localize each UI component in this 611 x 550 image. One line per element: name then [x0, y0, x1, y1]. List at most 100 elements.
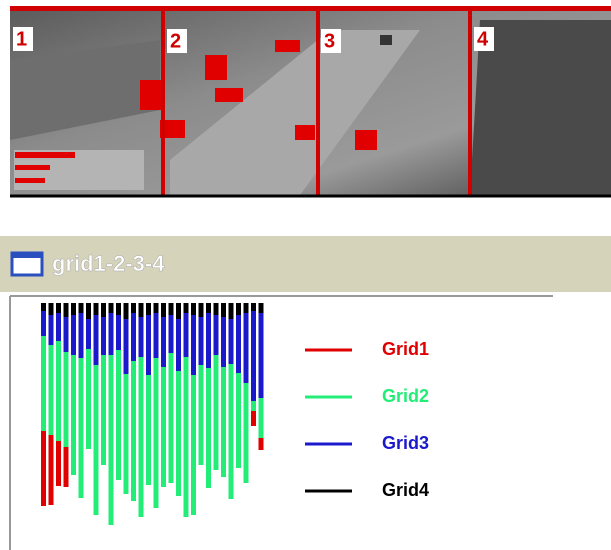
bar-segment — [161, 367, 166, 487]
bar-segment — [64, 447, 69, 487]
bar-segment — [206, 313, 211, 368]
bar-segment — [236, 373, 241, 468]
bar-segment — [176, 371, 181, 496]
bar-segment — [169, 353, 174, 483]
bar-segment — [259, 313, 264, 398]
bar-segment — [251, 303, 256, 311]
legend-label: Grid3 — [382, 433, 429, 453]
bar-segment — [56, 303, 61, 313]
bar-segment — [79, 358, 84, 498]
bar-segment — [49, 303, 54, 315]
bar-segment — [161, 317, 166, 367]
bar-segment — [199, 365, 204, 465]
bar-segment — [94, 315, 99, 365]
bar-segment — [79, 303, 84, 313]
bar-segment — [124, 374, 129, 494]
bar-segment — [146, 315, 151, 375]
bar-segment — [229, 303, 234, 319]
bar-segment — [116, 350, 121, 480]
bar-segment — [124, 319, 129, 374]
bar-segment — [131, 313, 136, 361]
bar-segment — [199, 303, 204, 317]
bar-segment — [64, 303, 69, 317]
bar-segment — [49, 345, 54, 435]
legend-label: Grid2 — [382, 386, 429, 406]
bar-segment — [221, 367, 226, 477]
bar-segment — [251, 311, 256, 401]
bar-segment — [71, 355, 76, 475]
bar-segment — [131, 361, 136, 501]
bar-segment — [94, 303, 99, 315]
screen: 1 2 3 4 grid1-2-3-4 Grid1 Grid2 Grid3 Grid4 — [0, 0, 611, 550]
bar-segment — [79, 313, 84, 358]
bar-segment — [41, 431, 46, 506]
bar-segment — [229, 364, 234, 499]
bar-segment — [259, 438, 264, 450]
bar-segment — [71, 315, 76, 355]
bar-segment — [154, 303, 159, 313]
window-title: grid1-2-3-4 — [52, 251, 165, 276]
bar-segment — [191, 375, 196, 515]
bar-segment — [131, 303, 136, 313]
bar-segment — [116, 303, 121, 315]
bar-segment — [206, 303, 211, 313]
bar-segment — [191, 315, 196, 375]
bar-segment — [101, 317, 106, 355]
bar-segment — [56, 341, 61, 441]
bar-segment — [214, 355, 219, 470]
bar-segment — [259, 303, 264, 313]
bar-segment — [176, 303, 181, 319]
bar-segment — [49, 435, 54, 505]
bar-segment — [139, 357, 144, 517]
page: 1 2 3 4 grid1-2-3-4 Grid1 Grid2 Grid3 Grid4… — [0, 0, 611, 550]
bar-segment — [139, 303, 144, 317]
bar-segment — [56, 441, 61, 486]
bar-segment — [184, 313, 189, 357]
bar-segment — [64, 317, 69, 352]
bar-segment — [214, 315, 219, 355]
grid-label: 4 — [477, 28, 489, 50]
bar-segment — [244, 313, 249, 383]
legend-label: Grid1 — [382, 339, 429, 359]
bar-segment — [64, 352, 69, 447]
bar-segment — [221, 303, 226, 317]
bar-segment — [206, 368, 211, 488]
bar-segment — [184, 357, 189, 517]
bar-segment — [191, 303, 196, 315]
bar-segment — [116, 315, 121, 350]
bar-segment — [154, 358, 159, 508]
bar-segment — [176, 319, 181, 371]
bar-segment — [101, 303, 106, 317]
bar-segment — [86, 349, 91, 449]
grid-label: 1 — [16, 28, 27, 50]
bar-segment — [154, 313, 159, 358]
bar-segment — [244, 303, 249, 313]
camera-view: 1 2 3 4 — [10, 6, 611, 196]
bar-segment — [161, 303, 166, 317]
bar-segment — [146, 303, 151, 315]
bar-segment — [94, 365, 99, 515]
bar-segment — [236, 303, 241, 315]
bar-segment — [221, 317, 226, 367]
bar-segment — [109, 355, 114, 525]
bar-segment — [86, 303, 91, 319]
bar-segment — [184, 303, 189, 313]
bar-segment — [236, 315, 241, 373]
bar-segment — [146, 375, 151, 485]
bar-segment — [56, 313, 61, 341]
bar-segment — [49, 315, 54, 345]
window: grid1-2-3-4 — [0, 236, 611, 550]
bar-segment — [71, 303, 76, 315]
bar-segment — [199, 317, 204, 365]
bar-segment — [41, 303, 46, 311]
bar-segment — [251, 401, 256, 411]
bar-segment — [86, 319, 91, 349]
legend-label: Grid4 — [382, 480, 429, 500]
bar-segment — [41, 311, 46, 336]
bar-segment — [251, 411, 256, 426]
bar-segment — [169, 303, 174, 315]
bar-segment — [41, 336, 46, 431]
grid-label: 3 — [324, 30, 335, 52]
bar-segment — [109, 303, 114, 313]
grid-label: 2 — [170, 30, 181, 52]
